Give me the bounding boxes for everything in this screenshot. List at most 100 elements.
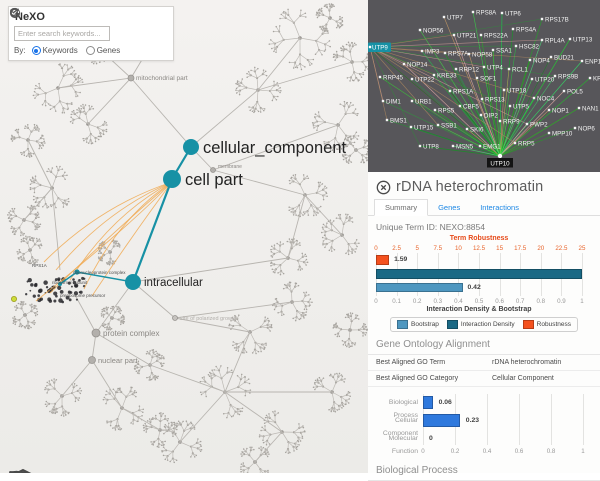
- gene-node-MSN5[interactable]: MSN5: [456, 144, 474, 151]
- tab-interactions[interactable]: Interactions: [470, 200, 529, 215]
- bottom-axis-tick: 0: [374, 298, 377, 305]
- gridline: [582, 253, 583, 296]
- collapse-panel-icon[interactable]: [157, 27, 169, 40]
- highlighted-gene-node[interactable]: [11, 296, 16, 301]
- gene-node-UTP13[interactable]: UTP13: [573, 37, 593, 44]
- cluster-label: RPS1A: [32, 263, 47, 268]
- gene-node-RPS8A[interactable]: RPS8A: [476, 10, 497, 17]
- gene-node-UTP9[interactable]: UTP9: [372, 45, 388, 52]
- gene-node-UTP5[interactable]: UTP5: [513, 104, 529, 111]
- gene-node-UTP10[interactable]: UTP10: [490, 160, 510, 167]
- bar-value: 0.42: [468, 284, 481, 291]
- gene-node-UTP15[interactable]: UTP15: [414, 125, 434, 132]
- term-node-nuclear_part[interactable]: [89, 357, 96, 364]
- term-node-site_of_polarized_growth[interactable]: [173, 316, 178, 321]
- gene-node-ENP1[interactable]: ENP1: [585, 59, 600, 66]
- gene-node-HSC82[interactable]: HSC82: [519, 44, 540, 51]
- term-node-cell_part[interactable]: [163, 170, 181, 188]
- term-label-intracellular: intracellular: [144, 277, 203, 289]
- gene-node-RCL1[interactable]: RCL1: [512, 67, 528, 74]
- gene-node-RPS5[interactable]: RPS5: [438, 108, 455, 115]
- gene-node-UTP21[interactable]: UTP21: [457, 33, 477, 40]
- gene-node-UTP22[interactable]: UTP22: [415, 77, 435, 84]
- term-label-membrane: membrane: [218, 164, 242, 170]
- gene-node-RRP12[interactable]: RRP12: [459, 67, 480, 74]
- gene-node-SSA1[interactable]: SSA1: [496, 48, 512, 55]
- gene-node-NOP1[interactable]: NOP1: [552, 108, 569, 115]
- x-tick: 0.6: [515, 448, 524, 455]
- gene-node-DIM1[interactable]: DIM1: [386, 99, 401, 106]
- search-input[interactable]: [14, 26, 110, 41]
- gene-node-SSB1[interactable]: SSB1: [441, 123, 457, 130]
- top-axis-tick: 12.5: [473, 245, 485, 252]
- gene-node-UTP6[interactable]: UTP6: [505, 11, 521, 18]
- gene-node-RPS13[interactable]: RPS13: [485, 97, 505, 104]
- gene-node-UTP7[interactable]: UTP7: [447, 15, 463, 22]
- gene-node-NOP4[interactable]: NOP4: [533, 58, 550, 65]
- gene-node-UTP18[interactable]: UTP18: [507, 88, 527, 95]
- category-label: Molecular Function: [368, 432, 418, 445]
- gene-node-URB1[interactable]: URB1: [415, 99, 432, 106]
- gene-node-EMG1[interactable]: EMG1: [483, 144, 501, 151]
- gene-node-PWP2[interactable]: PWP2: [530, 122, 548, 129]
- gene-node-RRP45[interactable]: RRP45: [383, 75, 404, 82]
- gene-node-UTP8[interactable]: UTP8: [423, 144, 439, 151]
- gene-node-RRP9[interactable]: RRP9: [503, 119, 520, 126]
- gene-node-KRE33[interactable]: KRE33: [437, 73, 457, 80]
- gene-node-NOC4[interactable]: NOC4: [537, 96, 555, 103]
- gene-node-RPS1A[interactable]: RPS1A: [453, 89, 474, 96]
- gene-node-RPS4A[interactable]: RPS4A: [516, 27, 537, 34]
- tab-genes[interactable]: Genes: [428, 200, 470, 215]
- close-icon[interactable]: [376, 180, 391, 195]
- gene-node-SOF1[interactable]: SOF1: [480, 76, 497, 83]
- gene-node-RRP5[interactable]: RRP5: [518, 141, 535, 148]
- radio-keywords[interactable]: Keywords: [32, 46, 78, 55]
- gene-node-KRR1[interactable]: KRR1: [593, 76, 600, 83]
- term-node-cellular_component[interactable]: [183, 139, 199, 155]
- category-label: Cellular Component: [368, 414, 418, 427]
- gridline: [583, 394, 584, 445]
- term-node-intracellular[interactable]: [125, 274, 141, 290]
- gene-node-NAN1[interactable]: NAN1: [582, 106, 599, 113]
- gene-node-RPS17B[interactable]: RPS17B: [545, 17, 569, 24]
- gene-node-NOP14[interactable]: NOP14: [407, 62, 428, 69]
- gene-node-BMS1[interactable]: BMS1: [390, 118, 407, 125]
- bar-value: 0: [429, 435, 433, 442]
- x-tick: 0.4: [483, 448, 492, 455]
- tab-summary[interactable]: Summary: [374, 199, 428, 216]
- radio-genes[interactable]: Genes: [86, 46, 121, 55]
- gene-node-SKI6[interactable]: SKI6: [470, 127, 484, 134]
- term-node-protein_complex[interactable]: [92, 329, 100, 337]
- help-icon[interactable]: ?: [142, 27, 154, 40]
- gene-node-UTP4[interactable]: UTP4: [487, 65, 503, 72]
- search-icon[interactable]: [113, 27, 125, 40]
- gene-node-IMP3[interactable]: IMP3: [425, 49, 440, 56]
- gene-node-POL5[interactable]: POL5: [567, 89, 583, 96]
- term-node-mitochondrial_part[interactable]: [128, 75, 134, 81]
- gene-node-MPP10[interactable]: MPP10: [552, 131, 573, 138]
- gene-node-RPS9B[interactable]: RPS9B: [558, 74, 578, 81]
- gene-node-RPS22A[interactable]: RPS22A: [484, 33, 509, 40]
- top-axis-tick: 7.5: [433, 245, 442, 252]
- legend-item-robustness: Robustness: [523, 320, 571, 329]
- by-label: By:: [14, 46, 26, 55]
- gridline: [551, 394, 552, 445]
- gene-node-DIP2[interactable]: DIP2: [484, 113, 498, 120]
- gene-node-RPS7A[interactable]: RPS7A: [448, 51, 469, 58]
- gene-node-RPL4A[interactable]: RPL4A: [545, 38, 565, 45]
- gene-node-UTP20[interactable]: UTP20: [535, 77, 555, 84]
- gene-node-CBF5[interactable]: CBF5: [463, 104, 479, 111]
- gene-node-NOP56[interactable]: NOP56: [423, 28, 444, 35]
- refresh-icon[interactable]: [128, 27, 140, 40]
- bottom-axis-tick: 0.3: [433, 298, 442, 305]
- gene-node-NOP58[interactable]: NOP58: [472, 52, 493, 59]
- gene-node-NOP6[interactable]: NOP6: [578, 126, 595, 133]
- gene-node-BUD21[interactable]: BUD21: [554, 55, 575, 62]
- term-node-membrane[interactable]: [211, 168, 216, 173]
